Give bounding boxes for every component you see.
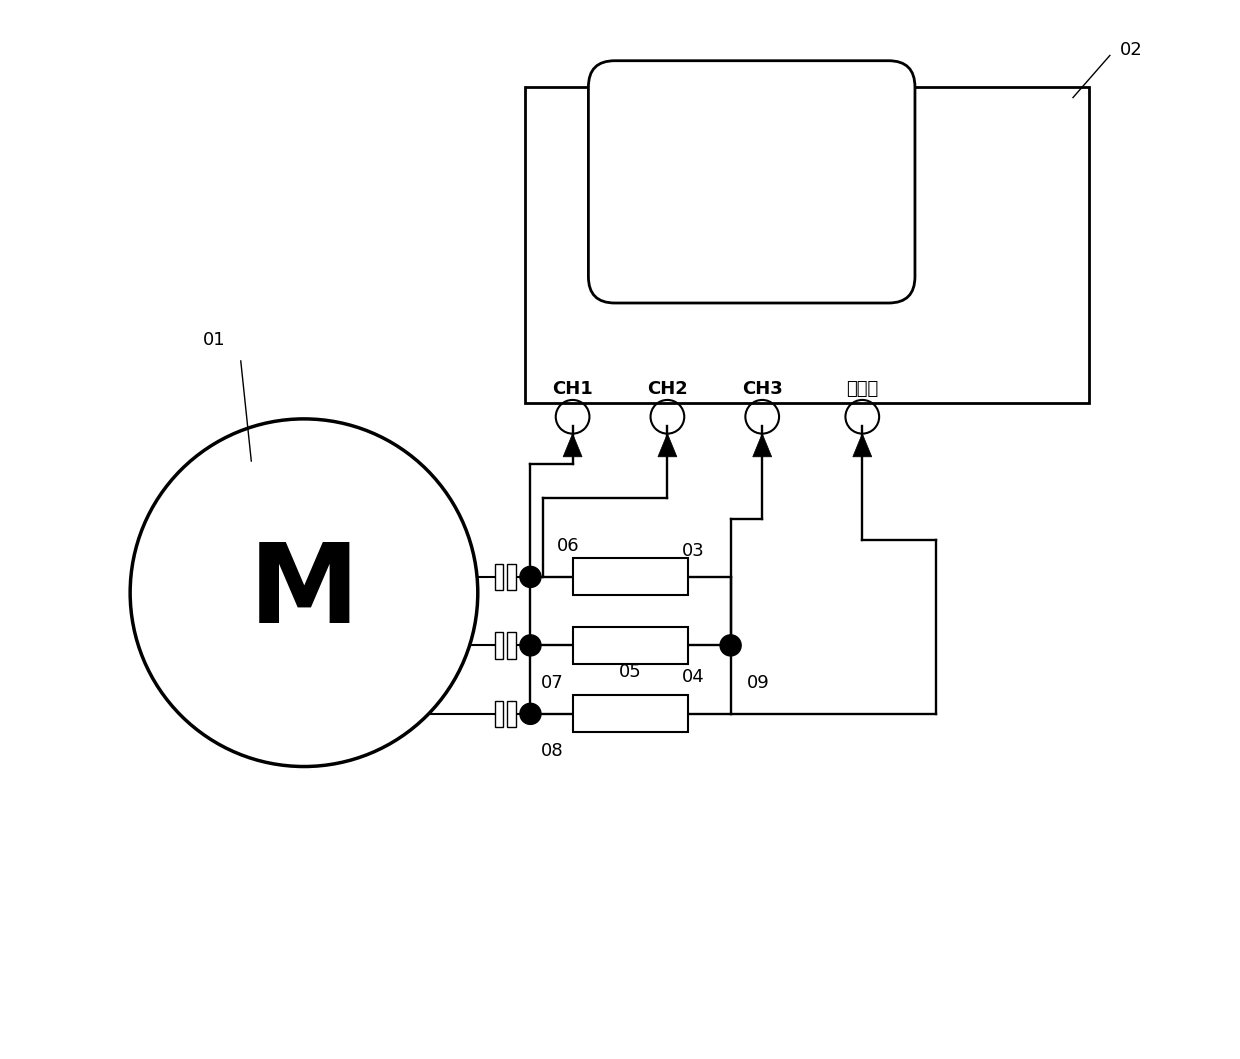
Bar (495, 563, 503, 590)
Text: 09: 09 (746, 674, 769, 692)
Text: 03: 03 (682, 541, 706, 559)
Circle shape (520, 703, 541, 724)
Circle shape (520, 567, 541, 588)
Bar (507, 632, 516, 659)
FancyBboxPatch shape (589, 60, 915, 303)
Circle shape (520, 634, 541, 656)
Polygon shape (563, 433, 582, 456)
Text: 02: 02 (1120, 41, 1142, 59)
Text: 06: 06 (557, 537, 579, 555)
Text: CH3: CH3 (742, 380, 782, 398)
Text: CH2: CH2 (647, 380, 688, 398)
Bar (526, 87, 1089, 403)
Circle shape (720, 634, 742, 656)
Text: 01: 01 (203, 330, 226, 348)
Bar (573, 627, 688, 664)
Text: 04: 04 (682, 668, 706, 686)
Text: CH1: CH1 (552, 380, 593, 398)
Text: 08: 08 (541, 742, 564, 760)
Bar (573, 696, 688, 732)
Polygon shape (753, 433, 771, 456)
Bar (495, 701, 503, 728)
Polygon shape (658, 433, 677, 456)
Text: 参考点: 参考点 (846, 380, 878, 398)
Text: 05: 05 (619, 663, 642, 681)
Text: M: M (249, 539, 360, 646)
Bar (507, 563, 516, 590)
Bar (573, 558, 688, 595)
Bar (495, 632, 503, 659)
Text: 07: 07 (541, 674, 564, 692)
Polygon shape (853, 433, 872, 456)
Bar (507, 701, 516, 728)
